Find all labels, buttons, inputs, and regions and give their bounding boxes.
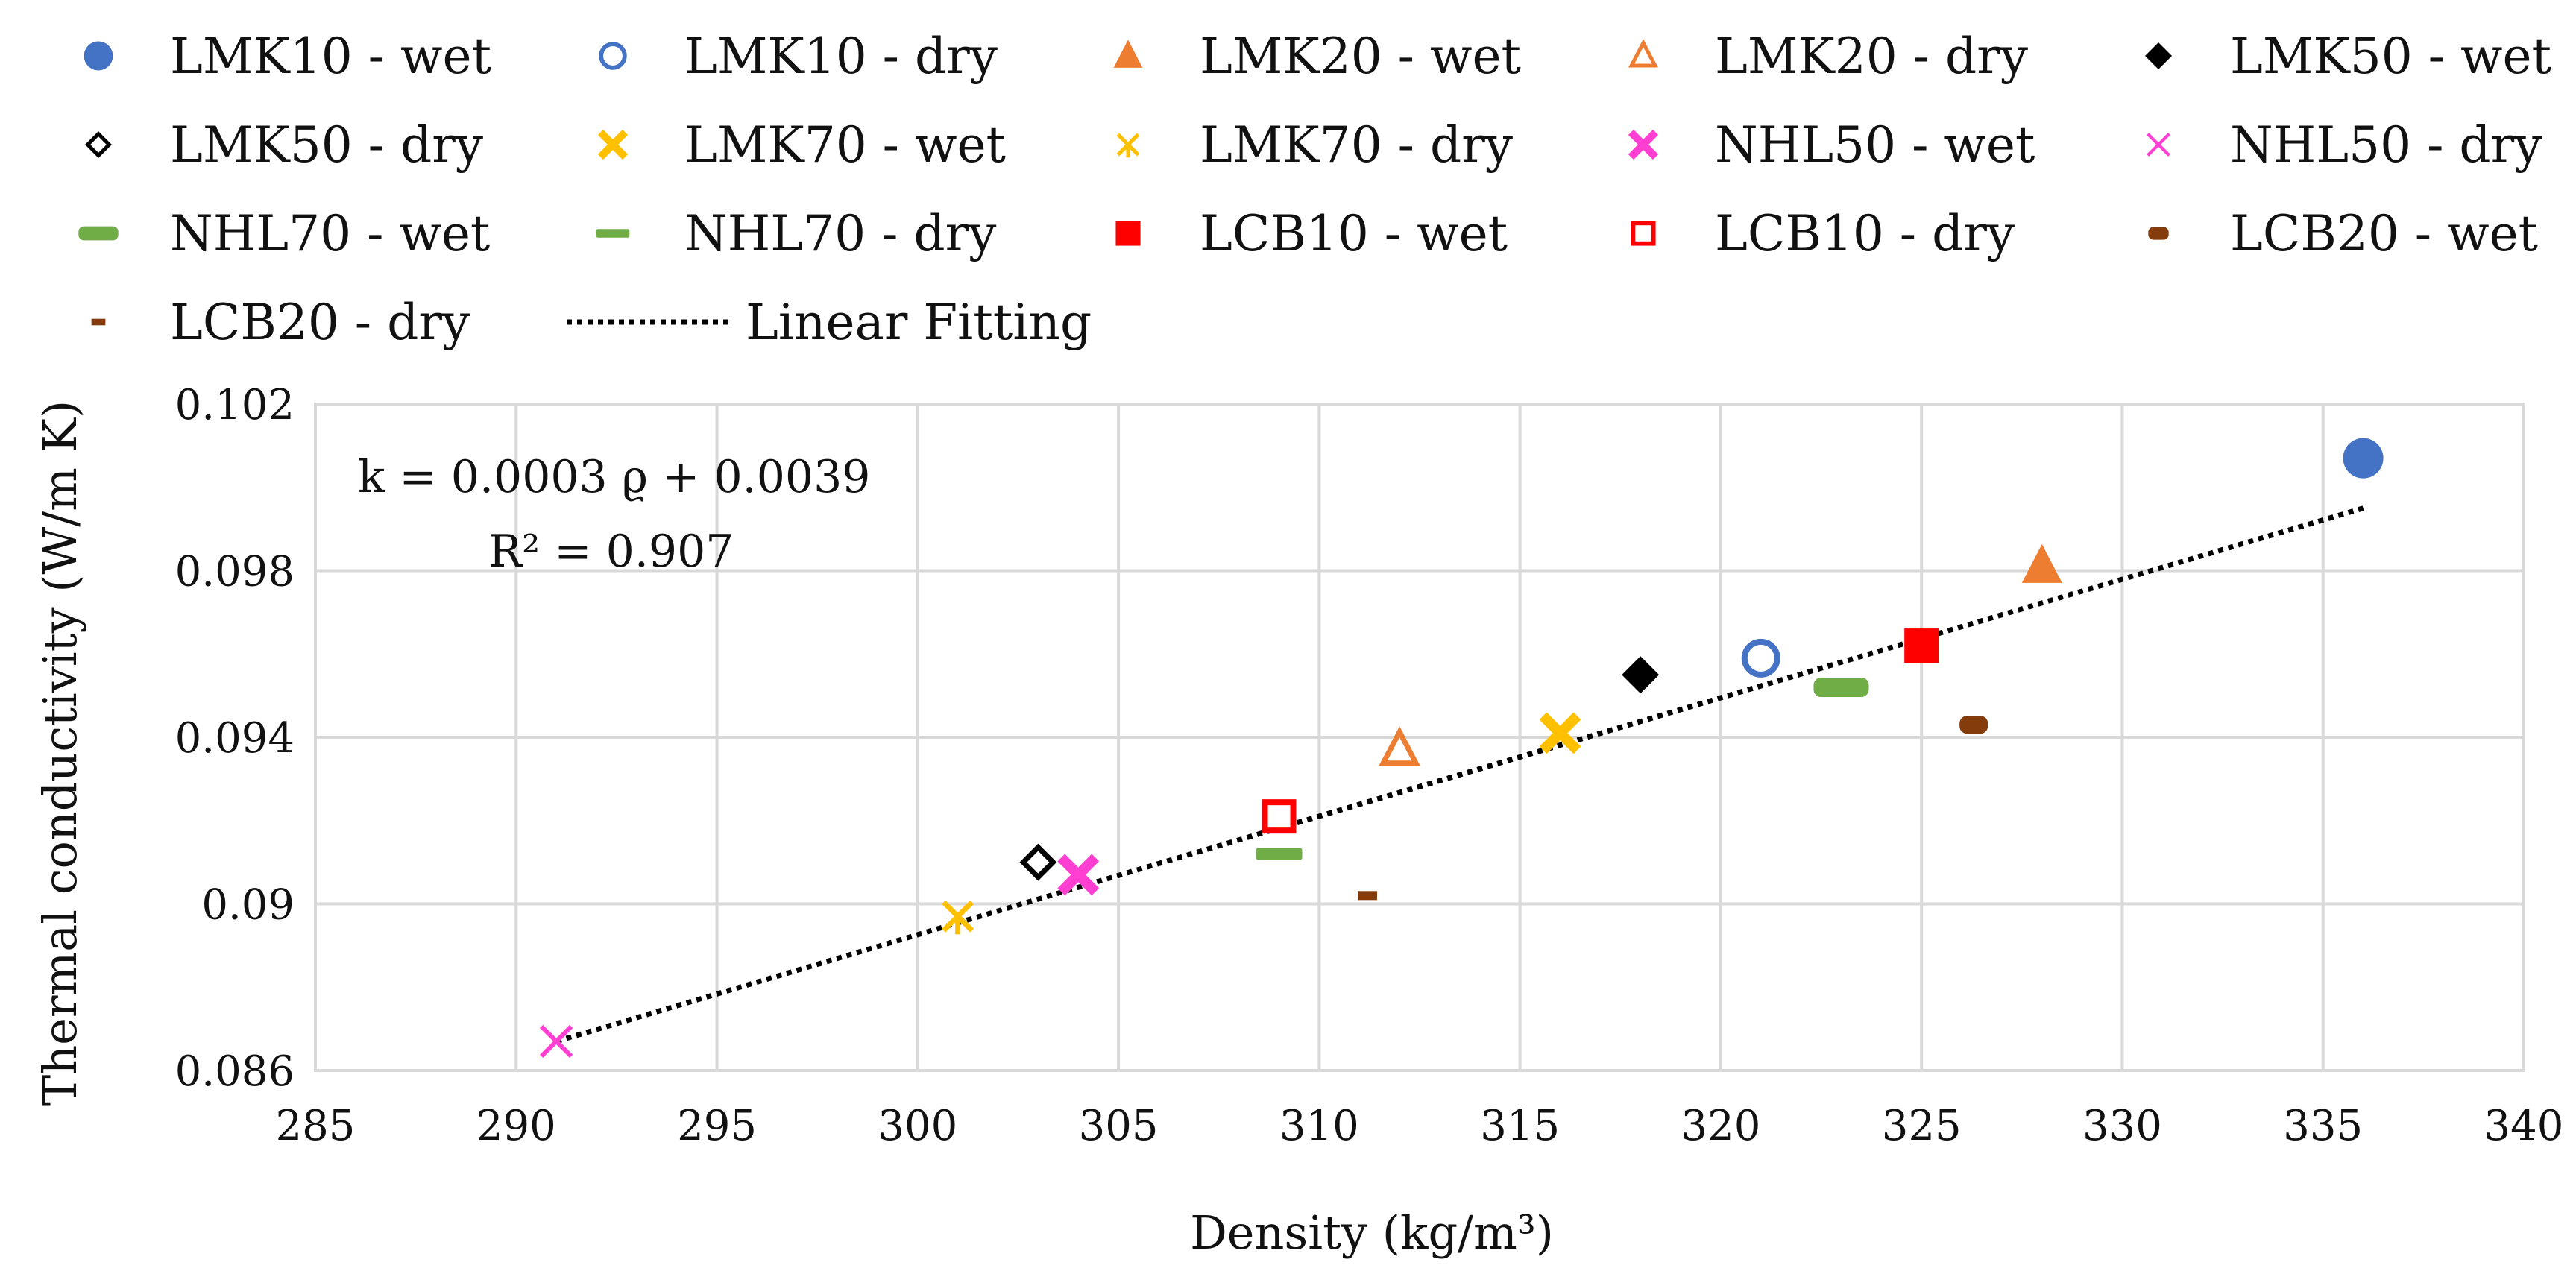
x-axis-ticks: 285 290 295 300 305 310 315 320 325 330 335 340: [276, 1102, 2564, 1150]
x-tick-label: 290: [476, 1102, 556, 1150]
legend-marker: [597, 129, 629, 160]
legend-marker: [2148, 227, 2169, 240]
y-tick-label: 0.102: [175, 381, 295, 429]
x-axis-title: Density (kg/m³): [1190, 1205, 1554, 1260]
legend-label: LMK70 - dry: [1200, 116, 1514, 174]
point-lmk70-wet: [1539, 712, 1581, 754]
legend-marker: [599, 42, 627, 70]
legend-marker: [1115, 221, 1141, 246]
legend-label: Linear Fitting: [746, 294, 1092, 351]
data-points: [540, 438, 2384, 1059]
legend-item-lcb10-dry: LCB10 - dry: [1631, 205, 2015, 262]
x-tick-label: 310: [1279, 1102, 1359, 1150]
equation-annotation: k = 0.0003 ϱ + 0.0039: [358, 451, 870, 503]
legend-label: LCB10 - wet: [1200, 205, 1508, 262]
point-nhl70-wet: [1813, 677, 1869, 697]
legend-marker: [84, 41, 113, 71]
legend-label: LCB20 - dry: [170, 294, 470, 351]
point-nhl50-dry: [540, 1024, 573, 1059]
legend-marker: [2145, 42, 2172, 69]
legend-marker: [78, 226, 119, 241]
point-lmk50-dry: [1019, 843, 1057, 881]
legend-label: LMK50 - wet: [2230, 28, 2551, 85]
legend-item-lcb20-wet: LCB20 - wet: [2148, 205, 2538, 262]
legend-item-nhl70-wet: NHL70 - wet: [78, 205, 490, 262]
legend-marker: [91, 318, 106, 326]
legend-label: LCB10 - dry: [1715, 205, 2015, 262]
point-nhl50-wet: [1057, 854, 1100, 896]
legend-label: NHL50 - wet: [1715, 116, 2035, 174]
x-tick-label: 305: [1079, 1102, 1159, 1150]
legend-label: LMK70 - wet: [684, 116, 1006, 174]
legend-marker: [2147, 133, 2170, 157]
r-squared-annotation: R² = 0.907: [488, 526, 734, 578]
y-axis-ticks: 0.086 0.09 0.094 0.098 0.102: [175, 381, 295, 1096]
x-tick-label: 295: [677, 1102, 757, 1150]
legend-marker: [1113, 40, 1143, 68]
legend-marker: [85, 131, 112, 158]
legend-item-lmk20-dry: LMK20 - dry: [1628, 28, 2029, 85]
legend-item-lcb10-wet: LCB10 - wet: [1115, 205, 1508, 262]
legend-item-nhl50-dry: NHL50 - dry: [2147, 116, 2542, 174]
x-tick-label: 320: [1681, 1102, 1760, 1150]
legend-item-lcb20-dry: LCB20 - dry: [91, 294, 470, 351]
x-tick-label: 335: [2283, 1102, 2363, 1150]
legend-marker: [1116, 133, 1140, 158]
legend-item-lmk20-wet: LMK20 - wet: [1113, 28, 1521, 85]
legend-label: NHL70 - wet: [170, 205, 490, 262]
point-lcb10-wet: [1904, 628, 1939, 663]
legend-item-lmk10-wet: LMK10 - wet: [84, 28, 491, 85]
point-nhl70-dry: [1256, 848, 1303, 860]
y-tick-label: 0.094: [175, 714, 295, 763]
point-lmk10-wet: [2343, 438, 2384, 479]
x-tick-label: 340: [2484, 1102, 2564, 1150]
legend-label: LMK10 - wet: [170, 28, 491, 85]
point-lmk10-dry: [1741, 638, 1780, 678]
point-lmk70-dry: [942, 900, 974, 935]
y-axis-title: Thermal conductivity (W/m K): [33, 400, 87, 1106]
legend-item-linear-fitting: Linear Fitting: [567, 294, 1092, 351]
gridlines: [314, 403, 2525, 1072]
legend-marker: [596, 229, 630, 238]
legend-item-lmk70-wet: LMK70 - wet: [597, 116, 1006, 174]
x-tick-label: 325: [1882, 1102, 1962, 1150]
point-lcb10-dry: [1262, 799, 1297, 834]
legend-item-lmk70-dry: LMK70 - dry: [1116, 116, 1514, 174]
y-tick-label: 0.098: [175, 548, 295, 596]
point-lmk20-dry: [1379, 726, 1420, 766]
point-lmk50-wet: [1622, 656, 1660, 694]
y-tick-label: 0.086: [175, 1047, 295, 1096]
legend-item-lmk50-wet: LMK50 - wet: [2145, 28, 2551, 85]
legend-label: LCB20 - wet: [2230, 205, 2538, 262]
legend-item-nhl50-wet: NHL50 - wet: [1628, 116, 2035, 174]
legend-label: NHL70 - dry: [684, 205, 997, 262]
legend-marker: [1628, 39, 1659, 68]
legend-item-lmk10-dry: LMK10 - dry: [599, 28, 998, 85]
legend-marker: [1628, 129, 1659, 160]
legend-item-nhl70-dry: NHL70 - dry: [596, 205, 997, 262]
linear-fitting-line: [555, 505, 2364, 1044]
legend-label: LMK50 - dry: [170, 116, 484, 174]
legend-label: LMK10 - dry: [684, 28, 998, 85]
legend-label: LMK20 - dry: [1715, 28, 2029, 85]
point-lcb20-wet: [1959, 716, 1988, 734]
x-tick-label: 315: [1480, 1102, 1560, 1150]
point-lmk20-wet: [2021, 543, 2062, 583]
x-tick-label: 300: [878, 1102, 957, 1150]
y-tick-label: 0.09: [201, 881, 295, 930]
plot-area: [314, 403, 2525, 1072]
x-tick-label: 285: [276, 1102, 356, 1150]
legend: LMK10 - wet LMK10 - dry LMK20 - wet LMK20 -…: [78, 28, 2551, 351]
legend-marker: [1631, 221, 1656, 246]
point-lcb20-dry: [1357, 891, 1377, 901]
legend-label: NHL50 - dry: [2230, 116, 2542, 174]
legend-label: LMK20 - wet: [1200, 28, 1521, 85]
legend-item-lmk50-dry: LMK50 - dry: [85, 116, 484, 174]
x-tick-label: 330: [2082, 1102, 2162, 1150]
